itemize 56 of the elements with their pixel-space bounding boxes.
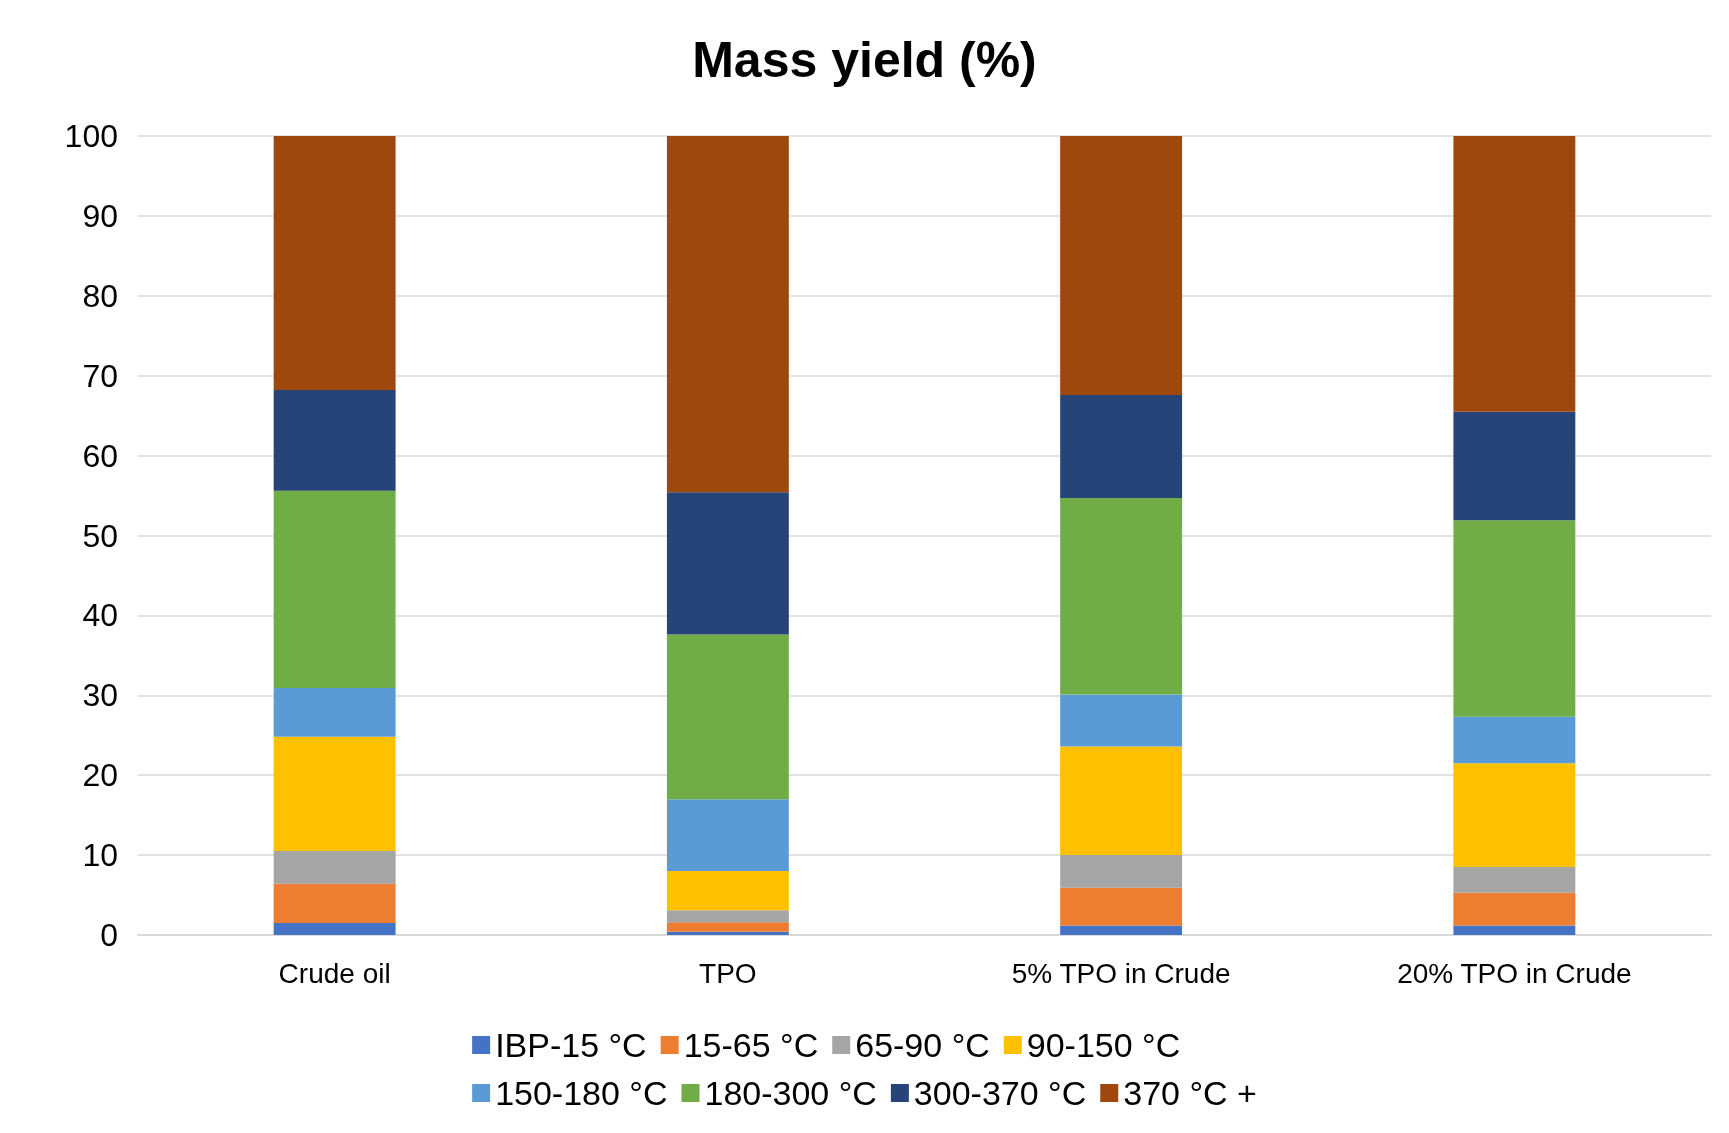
bar bbox=[273, 688, 396, 737]
bar bbox=[1060, 694, 1183, 747]
bar bbox=[1060, 394, 1183, 498]
bar bbox=[1060, 746, 1183, 856]
chart-title: Mass yield (%) bbox=[692, 32, 1037, 88]
x-tick-label: TPO bbox=[699, 957, 757, 989]
legend-label: 65-90 °C bbox=[855, 1026, 990, 1064]
y-tick-label: 70 bbox=[82, 357, 118, 394]
x-tick-label: 5% TPO in Crude bbox=[1011, 957, 1231, 989]
bar bbox=[666, 799, 789, 872]
bar bbox=[273, 736, 396, 852]
bar bbox=[1453, 763, 1576, 868]
bar bbox=[273, 851, 396, 884]
bar bbox=[273, 883, 396, 924]
bar bbox=[1453, 925, 1576, 935]
bar bbox=[1060, 497, 1183, 695]
bar bbox=[666, 922, 789, 932]
y-tick-label: 30 bbox=[82, 677, 118, 714]
legend-label: 90-150 °C bbox=[1026, 1026, 1181, 1064]
y-tick-label: 100 bbox=[64, 118, 118, 154]
legend-label: 15-65 °C bbox=[683, 1026, 819, 1064]
bar bbox=[1060, 855, 1183, 888]
bar bbox=[1453, 520, 1576, 717]
bar bbox=[273, 923, 396, 935]
bar bbox=[666, 871, 789, 911]
legend-label: 180-300 °C bbox=[704, 1074, 877, 1112]
y-tick-label: 50 bbox=[82, 517, 118, 554]
bar bbox=[666, 931, 789, 935]
y-tick-label: 40 bbox=[82, 597, 118, 634]
bar bbox=[1453, 136, 1576, 412]
x-tick-label: 20% TPO in Crude bbox=[1397, 957, 1632, 989]
bar bbox=[273, 490, 396, 689]
bar bbox=[1060, 925, 1183, 935]
y-tick-label: 80 bbox=[82, 277, 118, 314]
legend-label: IBP-15 °C bbox=[495, 1026, 647, 1064]
x-tick-label: Crude oil bbox=[278, 957, 391, 989]
bar bbox=[273, 136, 396, 391]
bar bbox=[666, 136, 789, 493]
bar bbox=[1453, 892, 1576, 926]
y-tick-label: 90 bbox=[82, 197, 118, 234]
bar bbox=[666, 492, 789, 635]
bar bbox=[666, 910, 789, 923]
bar bbox=[1060, 136, 1183, 395]
bar bbox=[1453, 716, 1576, 764]
bar bbox=[273, 390, 396, 491]
y-tick-label: 20 bbox=[82, 757, 118, 794]
legend-label: 370 °C + bbox=[1123, 1074, 1257, 1112]
legend-label: 300-370 °C bbox=[913, 1074, 1087, 1112]
y-tick-label: 60 bbox=[82, 437, 118, 474]
bar bbox=[1453, 411, 1576, 521]
y-tick-label: 0 bbox=[100, 917, 118, 953]
bar bbox=[666, 634, 789, 800]
y-tick-label: 10 bbox=[82, 837, 118, 874]
legend-label: 150-180 °C bbox=[495, 1074, 668, 1112]
bar bbox=[1453, 867, 1576, 893]
bar bbox=[1060, 887, 1183, 926]
